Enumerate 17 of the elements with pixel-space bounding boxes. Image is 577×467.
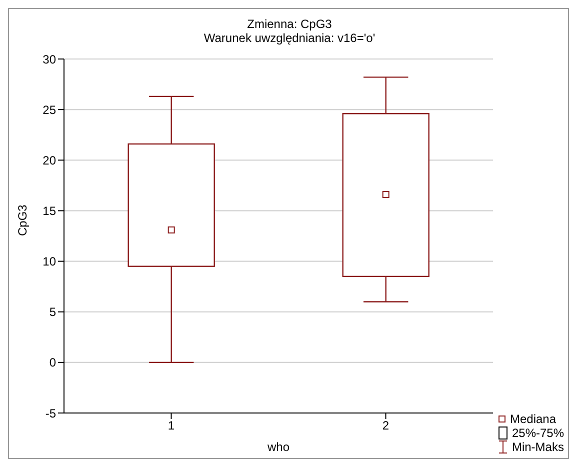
y-tick-label: 5: [49, 305, 56, 320]
chart-subtitle: Warunek uwzględniania: v16='o': [202, 31, 376, 45]
x-tick-label: 2: [382, 418, 390, 433]
y-tick-label: 20: [42, 153, 56, 168]
text: Mediana: [510, 412, 556, 426]
x-axis-title: who: [266, 440, 290, 454]
text: Min-Maks: [512, 440, 564, 454]
y-tick-label: 25: [42, 102, 56, 117]
y-tick-label: 30: [42, 52, 56, 66]
y-tick-label: 0: [49, 356, 56, 370]
y-axis-title: CpG3: [15, 204, 30, 236]
chart-title: Zmienna: CpG3: [246, 17, 333, 31]
y-tick-label: 15: [42, 204, 56, 218]
y-tick-label: 10: [42, 254, 56, 269]
y-tick-label: -5: [45, 406, 56, 420]
text: 25%-75%: [512, 426, 564, 440]
x-tick-label: 1: [168, 418, 175, 433]
